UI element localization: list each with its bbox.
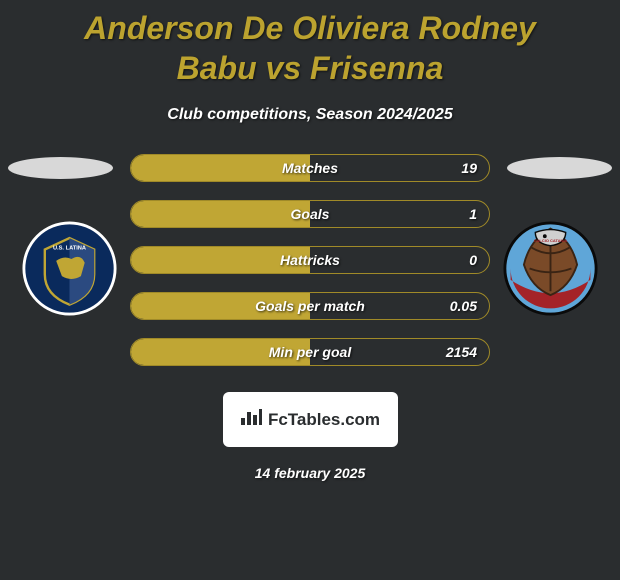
svg-text:CALCIO CATANIA: CALCIO CATANIA — [534, 238, 568, 243]
stat-right-value: 19 — [461, 155, 477, 181]
stat-right-value: 0 — [469, 247, 477, 273]
stat-row: Matches 19 — [130, 154, 490, 182]
player-marker-left — [8, 157, 113, 179]
stat-label: Goals — [131, 201, 489, 227]
stat-right-value: 1 — [469, 201, 477, 227]
stat-label: Hattricks — [131, 247, 489, 273]
stat-label: Matches — [131, 155, 489, 181]
logo-text: FcTables.com — [268, 410, 380, 430]
club-crest-right: CALCIO CATANIA — [503, 221, 598, 316]
stat-row: Goals 1 — [130, 200, 490, 228]
comparison-chart: U.S. LATINA CALCIO CATANIA Matches 19 Go… — [0, 154, 620, 384]
stat-row: Hattricks 0 — [130, 246, 490, 274]
comparison-subtitle: Club competitions, Season 2024/2025 — [0, 106, 620, 124]
stat-row: Min per goal 2154 — [130, 338, 490, 366]
fctables-logo: FcTables.com — [223, 392, 398, 447]
ball-crest-icon: CALCIO CATANIA — [503, 221, 598, 316]
shield-icon: U.S. LATINA — [22, 221, 117, 316]
svg-text:U.S. LATINA: U.S. LATINA — [53, 246, 86, 252]
stat-right-value: 0.05 — [450, 293, 477, 319]
player-marker-right — [507, 157, 612, 179]
stat-label: Goals per match — [131, 293, 489, 319]
snapshot-date: 14 february 2025 — [0, 465, 620, 481]
stat-label: Min per goal — [131, 339, 489, 365]
stat-row: Goals per match 0.05 — [130, 292, 490, 320]
comparison-title: Anderson De Oliviera Rodney Babu vs Fris… — [0, 0, 620, 88]
bar-chart-icon — [240, 408, 262, 431]
club-crest-left: U.S. LATINA — [22, 221, 117, 316]
stat-right-value: 2154 — [446, 339, 477, 365]
stat-rows: Matches 19 Goals 1 Hattricks 0 Goals per… — [130, 154, 490, 384]
